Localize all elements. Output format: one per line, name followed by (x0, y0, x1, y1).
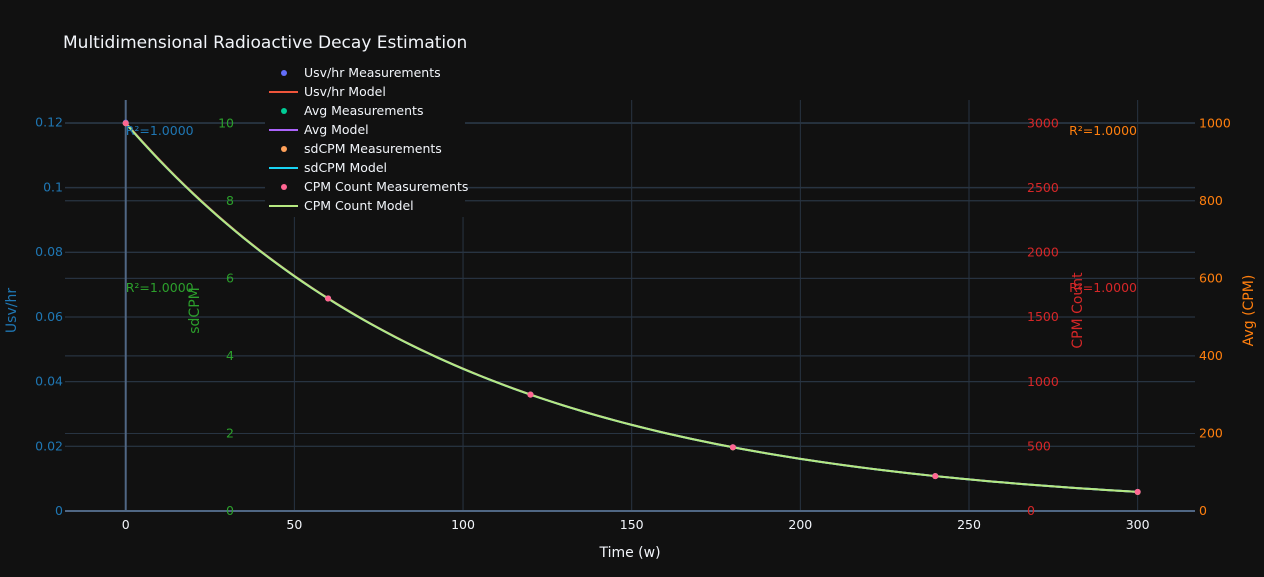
legend-item[interactable]: CPM Count Model (265, 196, 414, 215)
x-tick-label: 200 (788, 517, 812, 532)
legend-line-icon (265, 120, 303, 139)
r-squared-annotation: R²=1.0000 (126, 123, 194, 138)
y4-tick-label: 800 (1199, 193, 1223, 208)
y1-tick-label: 0 (55, 503, 63, 518)
legend-item[interactable]: CPM Count Measurements (265, 177, 468, 196)
legend-marker-icon (265, 101, 303, 120)
measurement-point (1134, 488, 1141, 495)
r-squared-annotation: R²=1.0000 (1069, 280, 1137, 295)
y3-tick-label: 1500 (1027, 309, 1059, 324)
y1-axis-title: Usv/hr (4, 288, 20, 333)
legend-line-icon (265, 82, 303, 101)
y3-axis-title: CPM Count (1070, 272, 1086, 349)
legend-label: Avg Measurements (304, 103, 424, 118)
legend-label: sdCPM Model (304, 160, 388, 175)
y3-tick-label: 500 (1027, 438, 1051, 453)
y2-tick-label: 4 (226, 348, 234, 363)
y2-tick-label: 0 (226, 503, 234, 518)
y2-tick-label: 10 (218, 115, 234, 130)
legend-marker-icon (265, 177, 303, 196)
legend-label: Usv/hr Measurements (304, 65, 441, 80)
x-tick-label: 50 (286, 517, 302, 532)
legend-item[interactable]: Usv/hr Model (265, 82, 386, 101)
legend-item[interactable]: Usv/hr Measurements (265, 63, 441, 82)
y1-tick-label: 0.12 (35, 115, 63, 130)
legend-item[interactable]: sdCPM Measurements (265, 139, 442, 158)
measurement-point (325, 295, 332, 302)
x-tick-label: 0 (122, 517, 130, 532)
y2-tick-label: 8 (226, 193, 234, 208)
measurement-point (527, 391, 534, 398)
y3-tick-label: 2500 (1027, 180, 1059, 195)
y2-tick-label: 2 (226, 425, 234, 440)
legend-label: Avg Model (304, 122, 369, 137)
legend[interactable]: Usv/hr Measurements Usv/hr Model Avg Measu… (265, 62, 468, 217)
y1-tick-label: 0.06 (35, 309, 63, 324)
model-line (124, 122, 1138, 493)
y2-tick-label: 6 (226, 270, 234, 285)
y3-tick-label: 1000 (1027, 374, 1059, 389)
y1-tick-label: 0.1 (43, 179, 63, 194)
chart-title: Multidimensional Radioactive Decay Estim… (63, 33, 468, 53)
y3-tick-label: 0 (1027, 503, 1035, 518)
y3-tick-label: 3000 (1027, 115, 1059, 130)
legend-item[interactable]: Avg Measurements (265, 101, 423, 120)
x-tick-label: 100 (451, 517, 475, 532)
legend-line-icon (265, 158, 303, 177)
legend-label: Usv/hr Model (304, 84, 386, 99)
y2-axis-title: sdCPM (187, 287, 203, 333)
y4-tick-label: 600 (1199, 270, 1223, 285)
legend-marker-icon (265, 63, 303, 82)
measurement-point (932, 473, 939, 480)
legend-line-icon (265, 196, 303, 215)
y3-tick-label: 2000 (1027, 245, 1059, 260)
x-axis-title: Time (w) (598, 545, 660, 561)
x-tick-label: 300 (1126, 517, 1150, 532)
y1-tick-label: 0.04 (35, 374, 63, 389)
legend-label: CPM Count Model (304, 198, 414, 213)
x-tick-label: 150 (620, 517, 644, 532)
measurement-point (729, 444, 736, 451)
legend-label: sdCPM Measurements (304, 141, 442, 156)
y1-tick-label: 0.08 (35, 244, 63, 259)
measurement-point (122, 120, 129, 127)
legend-item[interactable]: Avg Model (265, 120, 369, 139)
y4-axis-title: Avg (CPM) (1241, 275, 1257, 347)
legend-marker-icon (265, 139, 303, 158)
y4-tick-label: 1000 (1199, 115, 1231, 130)
y4-tick-label: 200 (1199, 425, 1223, 440)
r-squared-annotation: R²=1.0000 (1069, 123, 1137, 138)
y1-tick-label: 0.02 (35, 438, 63, 453)
y4-tick-label: 0 (1199, 503, 1207, 518)
legend-label: CPM Count Measurements (304, 179, 469, 194)
x-tick-label: 250 (957, 517, 981, 532)
legend-item[interactable]: sdCPM Model (265, 158, 387, 177)
r-squared-annotation: R²=1.0000 (126, 280, 194, 295)
y4-tick-label: 400 (1199, 348, 1223, 363)
